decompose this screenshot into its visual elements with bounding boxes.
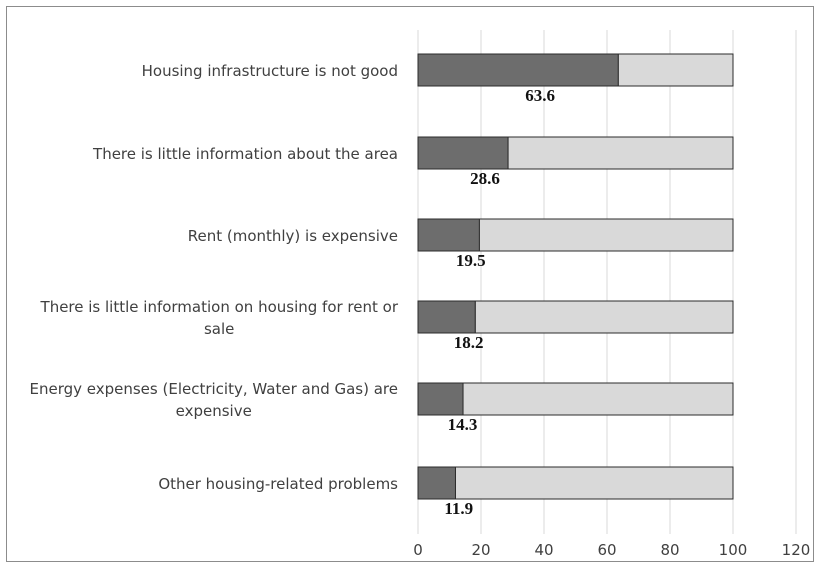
data-label-2: 19.5 bbox=[456, 251, 486, 270]
bar-value-2 bbox=[417, 218, 480, 252]
category-label-0-0: Housing infrastructure is not good bbox=[142, 62, 398, 80]
bar-value-3 bbox=[417, 300, 476, 334]
x-tick-label-0: 0 bbox=[413, 541, 423, 559]
category-label-1-0: There is little information about the ar… bbox=[92, 145, 398, 163]
category-label-4-1: expensive bbox=[176, 402, 252, 420]
x-tick-label-60: 60 bbox=[597, 541, 616, 559]
bar-remainder-1 bbox=[507, 136, 734, 170]
category-label-3-1: sale bbox=[204, 320, 234, 338]
grid-layer bbox=[417, 30, 797, 534]
bar-remainder-5 bbox=[454, 466, 734, 500]
x-tick-label-80: 80 bbox=[660, 541, 679, 559]
x-tick-label-100: 100 bbox=[719, 541, 748, 559]
bar-layer bbox=[417, 53, 734, 500]
bar-remainder-0 bbox=[617, 53, 734, 87]
bar-remainder-3 bbox=[474, 300, 734, 334]
data-label-0: 63.6 bbox=[525, 86, 555, 105]
bar-remainder-2 bbox=[478, 218, 734, 252]
category-label-5-0: Other housing-related problems bbox=[158, 475, 398, 493]
bar-value-5 bbox=[417, 466, 456, 500]
bar-value-0 bbox=[417, 53, 619, 87]
data-label-1: 28.6 bbox=[470, 169, 500, 188]
bar-value-4 bbox=[417, 382, 464, 416]
x-tick-label-20: 20 bbox=[471, 541, 490, 559]
data-label-5: 11.9 bbox=[444, 499, 473, 518]
category-label-4-0: Energy expenses (Electricity, Water and … bbox=[29, 380, 398, 398]
label-layer: 0 20 40 60 80 100 120 63.6 Housing infrastructur… bbox=[29, 62, 810, 559]
data-label-3: 18.2 bbox=[454, 333, 484, 352]
x-tick-label-40: 40 bbox=[534, 541, 553, 559]
bar-value-1 bbox=[417, 136, 509, 170]
category-label-2-0: Rent (monthly) is expensive bbox=[188, 227, 398, 245]
data-label-4: 14.3 bbox=[448, 415, 478, 434]
bar-remainder-4 bbox=[462, 382, 734, 416]
category-label-3-0: There is little information on housing f… bbox=[40, 298, 399, 316]
x-tick-label-120: 120 bbox=[782, 541, 811, 559]
